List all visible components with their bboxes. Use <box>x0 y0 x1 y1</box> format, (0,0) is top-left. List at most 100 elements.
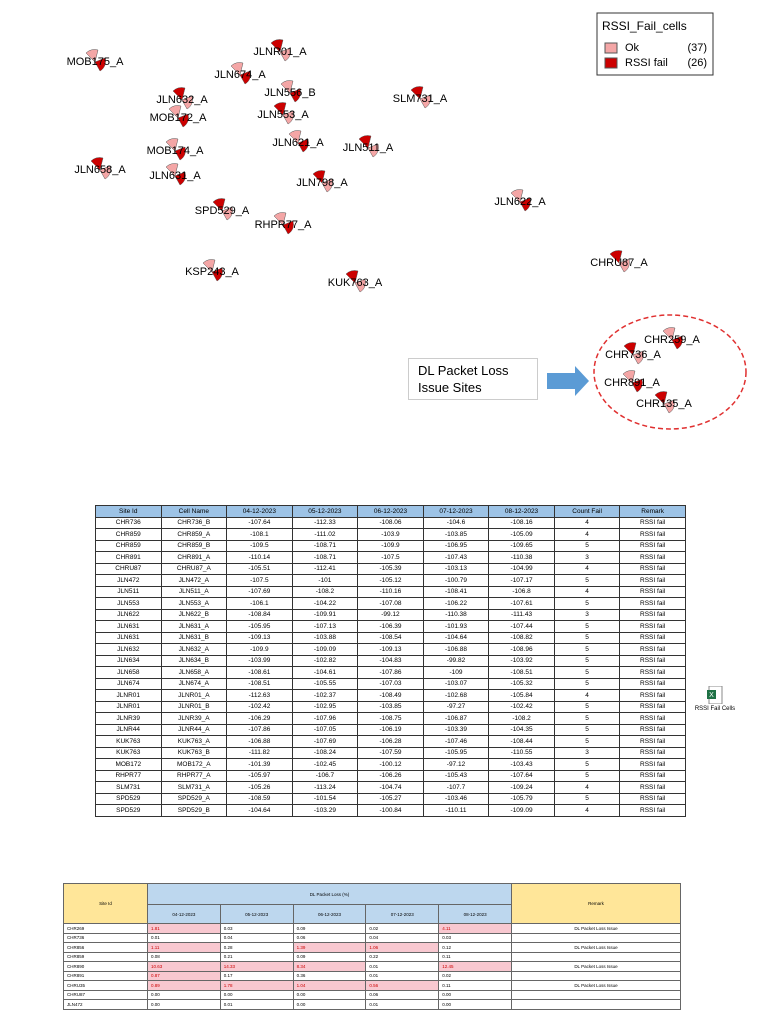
row: SPD529 SPD529_B -104.64 -103.29 -100.84 -110.… <box>95 804 686 817</box>
row: JLN632 JLN632_A -109.9 -109.09 -109.13 -106.8… <box>95 643 686 656</box>
cell: JLN631 <box>95 631 162 644</box>
cell: -107.69 <box>226 585 293 598</box>
cell: RSSI fail <box>619 539 686 552</box>
cell: CHRU87_A <box>160 562 228 575</box>
cell: -97.27 <box>422 700 490 713</box>
cell: 4.11 <box>438 923 512 934</box>
cell: -109.9 <box>357 539 424 552</box>
cell: -103.29 <box>291 804 359 817</box>
excel-icon: X <box>707 685 723 705</box>
cell: 0.21 <box>219 951 294 962</box>
cell: SLM731 <box>95 781 162 794</box>
cell: -103.43 <box>488 758 555 771</box>
legend-swatch <box>604 57 618 69</box>
cell: RSSI fail <box>619 643 686 656</box>
cell: JLN472_A <box>160 574 228 587</box>
cell: 5 <box>553 735 621 748</box>
cell: 0.00 <box>292 989 367 1000</box>
cell <box>511 970 681 981</box>
cell: RHPR77_A <box>160 769 228 782</box>
cell: KUK763_A <box>160 735 228 748</box>
cell: 1.06 <box>365 942 440 953</box>
sector <box>221 206 233 221</box>
cell: RSSI fail <box>619 620 686 633</box>
sector <box>172 87 186 101</box>
cell: -105.97 <box>226 769 293 782</box>
site-label: CHRU87_A <box>590 257 648 269</box>
cell: -104.22 <box>291 597 359 610</box>
cell: 5 <box>553 643 621 656</box>
cell: -100.84 <box>357 804 424 817</box>
row: SPD529 SPD529_A -108.59 -101.54 -105.27 -103.… <box>95 792 686 805</box>
cell: 4 <box>553 689 621 702</box>
cell: 0.00 <box>219 989 294 1000</box>
cell: -103.88 <box>291 631 359 644</box>
cell: CHR891 <box>63 970 148 981</box>
cell: -110.38 <box>488 551 555 564</box>
row: KUK763 KUK763_A -106.88 -107.69 -106.28 -107.… <box>95 735 686 748</box>
cell: RSSI fail <box>619 666 686 679</box>
cell: 0.36 <box>292 970 367 981</box>
row: JLN631 JLN631_A -105.95 -107.13 -106.39 -101.… <box>95 620 686 633</box>
sector <box>609 250 623 264</box>
cell: CHR736_B <box>160 516 228 529</box>
row: JLN631 JLN631_B -109.13 -103.88 -108.54 -104.… <box>95 631 686 644</box>
packet-loss-table: Site Id DL Packet Loss (%) Remark 04-12-202… <box>63 883 681 1010</box>
cell: 4 <box>553 516 621 529</box>
cell: -109.91 <box>291 608 359 621</box>
cell: KUK763 <box>95 746 162 759</box>
row: JLN634 JLN634_B -103.99 -102.82 -104.83 -99.8… <box>95 654 686 667</box>
cell: JLNR01_A <box>160 689 228 702</box>
cell: 5 <box>553 574 621 587</box>
sector <box>358 135 372 149</box>
sector <box>288 130 302 144</box>
cell: -106.95 <box>422 539 490 552</box>
cell: -111.02 <box>291 528 359 541</box>
header-cell: 06-12-2023 <box>292 904 367 924</box>
cell: -105.26 <box>226 781 293 794</box>
cell: -107.86 <box>357 666 424 679</box>
cell <box>511 999 681 1010</box>
site-label: CHR736_A <box>605 349 661 361</box>
cell: -110.16 <box>357 585 424 598</box>
cell: JLN631_A <box>160 620 228 633</box>
cell: 4 <box>553 562 621 575</box>
cell: JLN472 <box>95 574 162 587</box>
cell: -110.14 <box>226 551 293 564</box>
cell: 0.56 <box>365 980 440 991</box>
cell: -107.46 <box>422 735 490 748</box>
header-cell: Site Id <box>95 505 162 518</box>
cell: -106.88 <box>226 735 293 748</box>
cell: -104.64 <box>422 631 490 644</box>
cell: JLNR01 <box>95 689 162 702</box>
row: KUK763 KUK763_B -111.82 -108.24 -107.59 -105.… <box>95 746 686 759</box>
cell: JLN634 <box>95 654 162 667</box>
cell: -103.9 <box>357 528 424 541</box>
cell: 0.09 <box>292 951 367 962</box>
header-cell: Site Id <box>63 883 148 924</box>
cell: 0.03 <box>219 923 294 934</box>
cell: CHR859 <box>95 528 162 541</box>
site-label: JLN632_A <box>156 94 208 106</box>
cell: 14.33 <box>219 961 294 972</box>
cell: MOB172 <box>95 758 162 771</box>
sector <box>165 138 179 152</box>
site-label: SLM731_A <box>393 93 448 105</box>
cell: -107.43 <box>422 551 490 564</box>
cell: -107.69 <box>291 735 359 748</box>
cell: JLN658_A <box>160 666 228 679</box>
site-label: JLN553_A <box>257 109 309 121</box>
cell: -109.65 <box>488 539 555 552</box>
cell: 1.81 <box>147 923 221 934</box>
sector <box>519 197 531 212</box>
cell: -105.51 <box>226 562 293 575</box>
sector <box>662 327 676 341</box>
cell: 0.08 <box>147 951 221 962</box>
cell: 0.00 <box>147 999 221 1010</box>
legend-count: (37) <box>687 42 707 54</box>
cell: 0.12 <box>438 942 512 953</box>
cell: 0.00 <box>438 989 512 1000</box>
cell: -105.39 <box>357 562 424 575</box>
cell: RSSI fail <box>619 723 686 736</box>
cell: 3 <box>553 608 621 621</box>
